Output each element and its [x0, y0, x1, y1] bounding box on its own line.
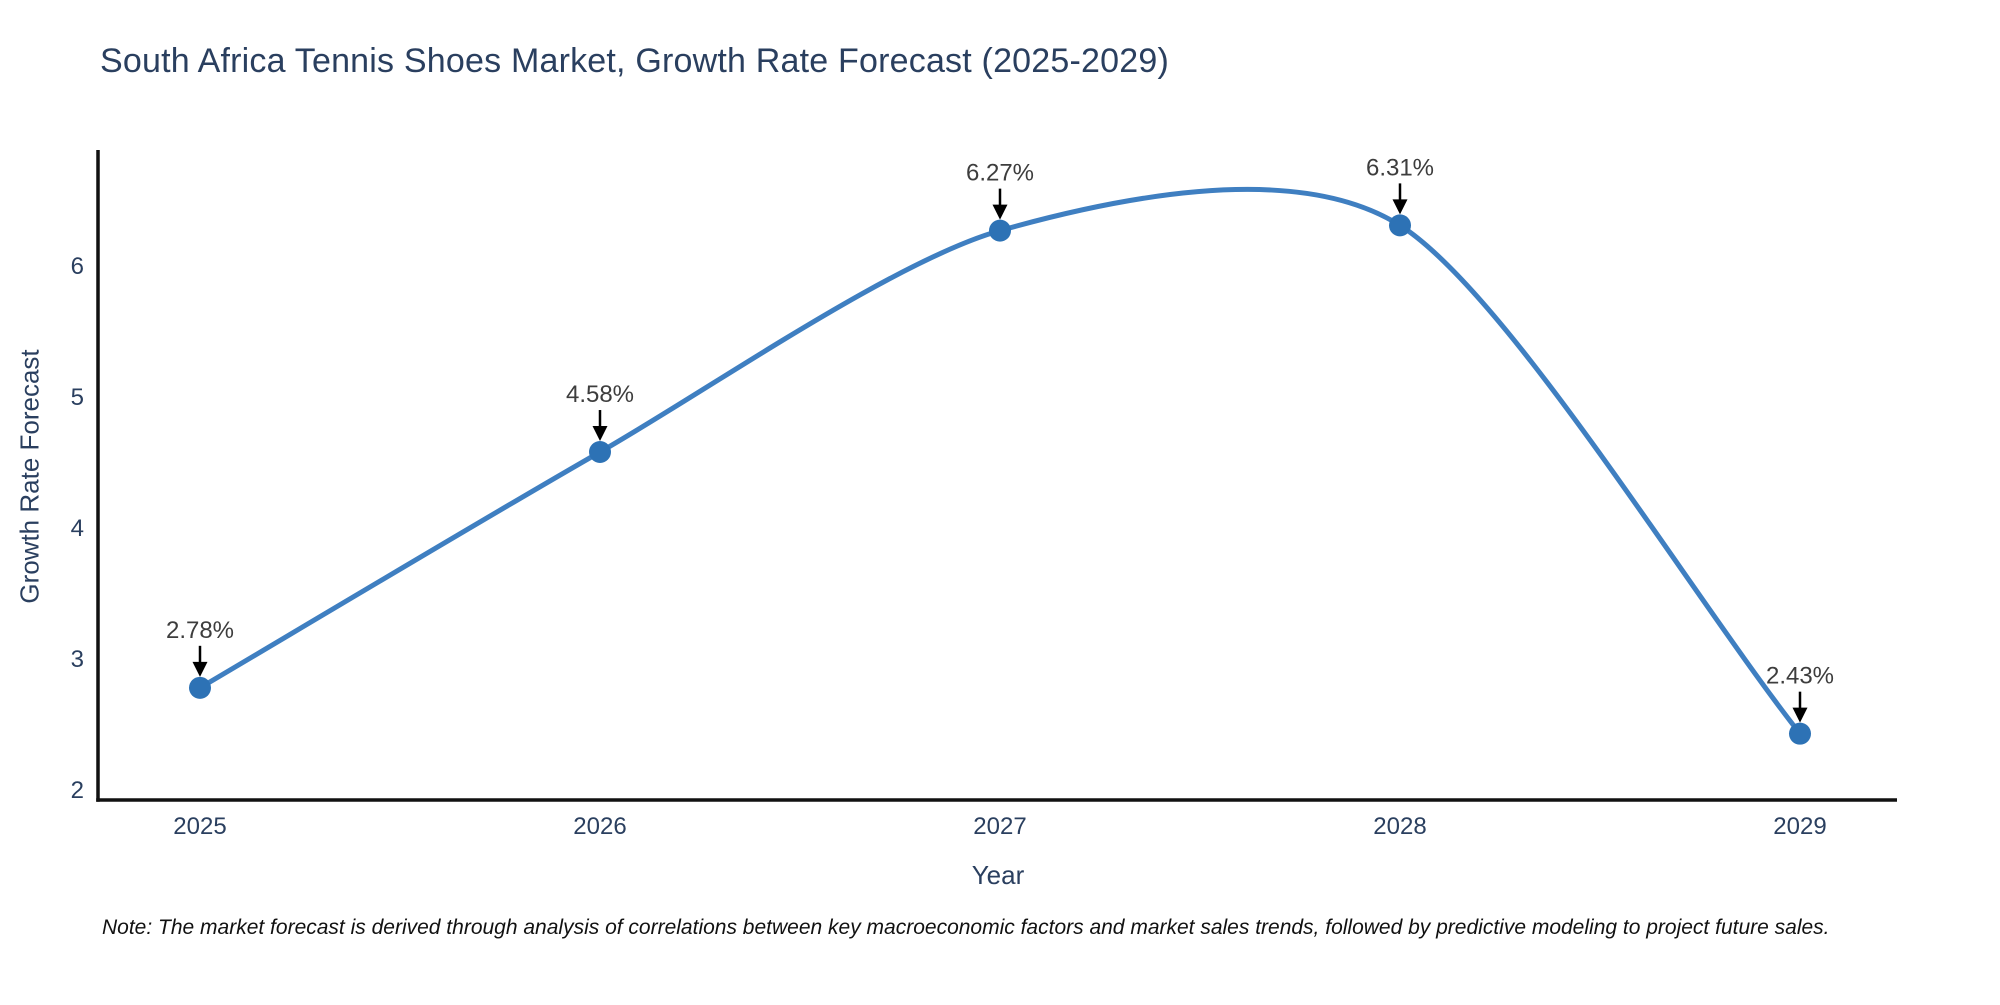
footnote: Note: The market forecast is derived thr…	[102, 916, 1830, 939]
y-axis-title-wrap: Growth Rate Forecast	[6, 150, 54, 802]
data-point-2026[interactable]	[589, 441, 611, 464]
y-axis-title: Growth Rate Forecast	[14, 348, 45, 604]
y-tick-label-4: 4	[71, 515, 84, 542]
x-axis-title: Year	[971, 860, 1025, 890]
x-tick-label-2027: 2027	[973, 813, 1026, 840]
forecast-line	[197, 187, 1803, 737]
annotation-label-2027: 6.27%	[966, 160, 1034, 187]
annotation-label-2026: 4.58%	[566, 381, 634, 408]
annotation-arrowhead-2027	[992, 204, 1008, 220]
y-tick-label-6: 6	[71, 253, 84, 280]
x-tick-label-2025: 2025	[173, 813, 226, 840]
y-tick-label-2: 2	[71, 777, 84, 804]
data-point-2029[interactable]	[1789, 722, 1811, 745]
annotation-arrowhead-2025	[192, 661, 208, 677]
data-point-2027[interactable]	[989, 219, 1011, 242]
y-tick-label-5: 5	[71, 384, 84, 411]
x-tick-label-2028: 2028	[1373, 813, 1426, 840]
annotation-arrowhead-2026	[592, 426, 608, 442]
chart-title: South Africa Tennis Shoes Market, Growth…	[100, 42, 1169, 80]
annotation-arrowhead-2029	[1792, 707, 1808, 723]
data-point-2028[interactable]	[1389, 214, 1411, 237]
data-point-2025[interactable]	[189, 676, 211, 699]
annotation-label-2029: 2.43%	[1766, 663, 1834, 690]
x-tick-label-2029: 2029	[1773, 813, 1826, 840]
annotation-label-2028: 6.31%	[1366, 154, 1434, 181]
annotation-label-2025: 2.78%	[166, 617, 234, 644]
annotation-arrowhead-2028	[1392, 199, 1408, 215]
x-tick-label-2026: 2026	[573, 813, 626, 840]
y-tick-label-3: 3	[71, 646, 84, 673]
